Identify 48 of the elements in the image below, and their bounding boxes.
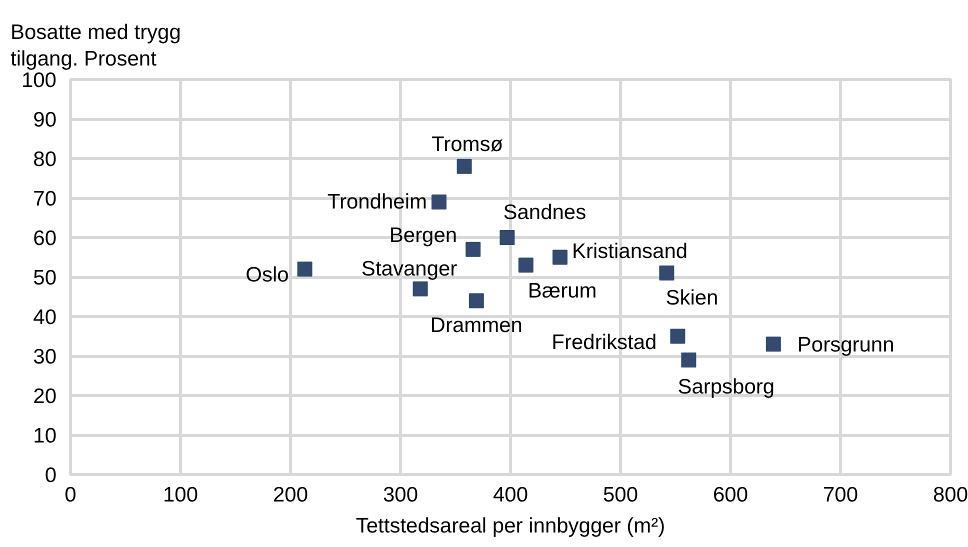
x-tick-label: 300 — [382, 484, 418, 506]
annotation: Drammen — [430, 314, 522, 338]
x-tick-label: 100 — [162, 484, 198, 506]
y-tick-label: 20 — [33, 385, 56, 408]
y-tick-label: 100 — [21, 69, 57, 92]
x-tick-label: 700 — [822, 484, 858, 506]
y-tick-label: 0 — [44, 464, 57, 487]
point — [468, 293, 484, 308]
annotation: Stavanger — [361, 257, 458, 280]
y-tick-label: 10 — [33, 424, 56, 448]
annotation: Sandnes — [503, 201, 586, 224]
point — [500, 230, 515, 245]
x-tick-label: 600 — [712, 484, 748, 506]
y-tick-label: 50 — [33, 266, 56, 290]
x-tick-label: 0 — [64, 484, 76, 506]
annotation: Bergen — [389, 224, 458, 247]
annotation: Bærum — [528, 280, 597, 303]
x-tick-label: 800 — [932, 484, 968, 506]
x-tick-label: 200 — [272, 484, 308, 506]
x-tick-label: 500 — [602, 484, 638, 506]
point — [432, 194, 446, 210]
y-axis-title: Bosatte med trygg tilgang. Prosent — [10, 21, 181, 70]
annotation: Skien — [666, 286, 718, 310]
annotation: Trondheim — [327, 190, 428, 214]
annotation: Fredrikstad — [552, 330, 657, 354]
point — [681, 352, 696, 368]
annotation: Porsgrunn — [797, 334, 894, 357]
point — [766, 336, 781, 352]
point — [466, 242, 481, 257]
x-tick-label: 400 — [492, 484, 528, 506]
y-tick-label: 30 — [33, 346, 56, 368]
y-tick-label: 60 — [33, 227, 56, 250]
point — [412, 281, 428, 296]
y-tick-label: 80 — [33, 148, 56, 171]
annotation: Tromsø — [432, 132, 504, 156]
point — [552, 250, 568, 265]
point — [659, 266, 674, 281]
point — [518, 258, 534, 273]
y-tick-label: 40 — [33, 306, 56, 329]
point — [670, 328, 686, 344]
annotation: Sarpsborg — [678, 375, 775, 398]
annotation: Kristiansand — [572, 240, 688, 263]
point — [456, 158, 472, 174]
x-axis-title: Tettstedsareal per innbygger (m²) — [356, 514, 666, 538]
y-tick-label: 90 — [33, 108, 56, 132]
annotation: Oslo — [246, 264, 289, 287]
y-tick-label: 70 — [33, 188, 56, 210]
point — [297, 262, 312, 277]
